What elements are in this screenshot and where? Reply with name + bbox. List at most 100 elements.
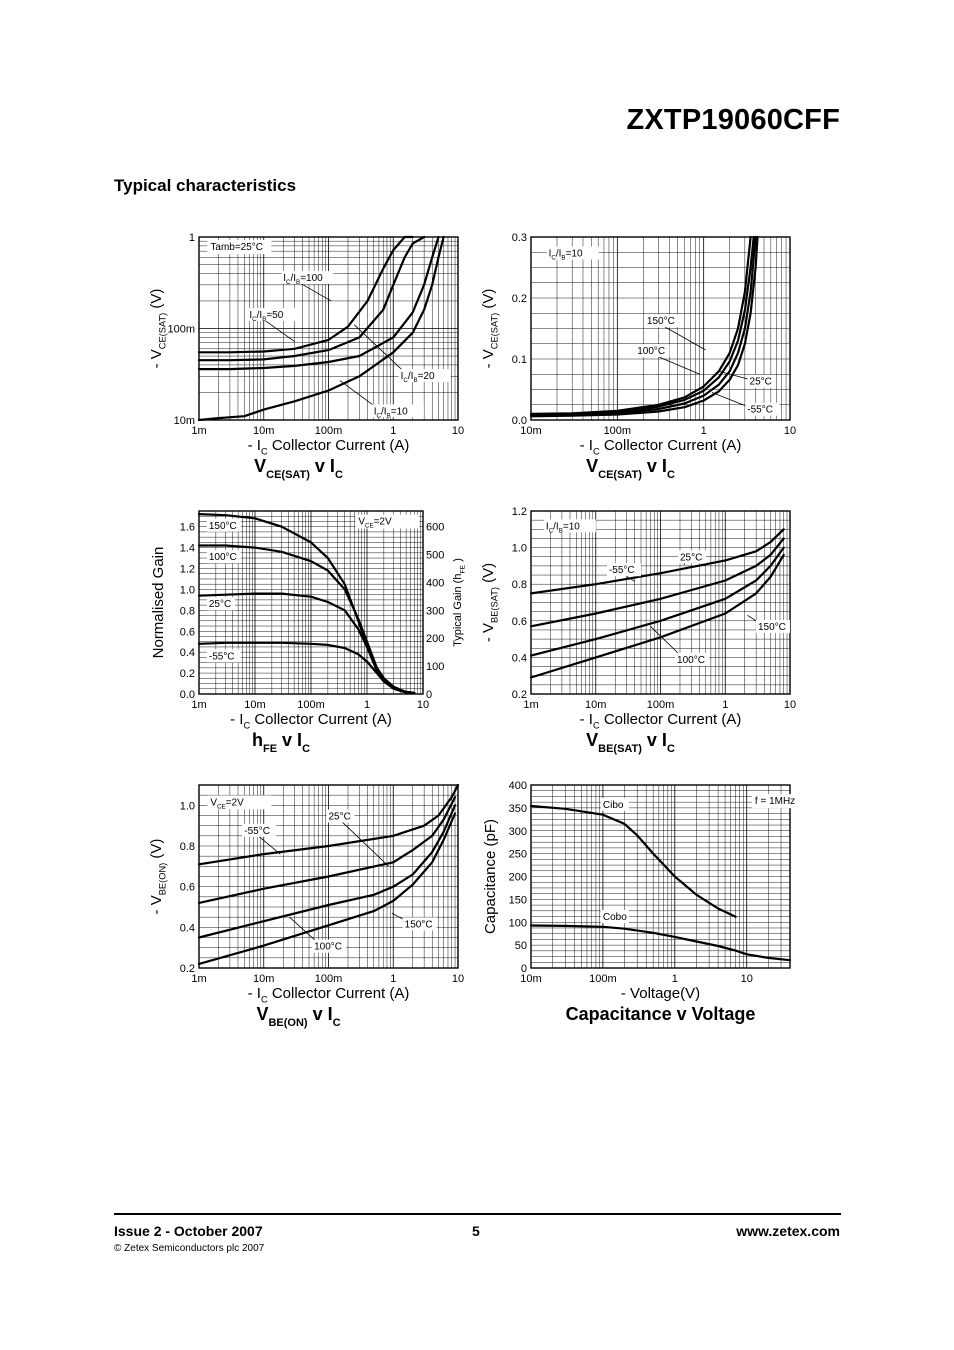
text-tail: =20: [418, 371, 435, 382]
title-middle: v I: [642, 456, 667, 476]
series-line: [197, 804, 457, 939]
x-axis-label: - IC Collector Current (A): [580, 711, 742, 731]
annotation-background: [355, 514, 420, 529]
y-tick-label: 0.2: [180, 963, 195, 975]
text-tail: =10: [391, 406, 408, 417]
x-tick-label: 10: [741, 973, 753, 985]
y-tick-label: 0.2: [180, 668, 195, 680]
x-tick-label: 100m: [647, 699, 675, 711]
y-tick-label: 1.0: [180, 800, 195, 812]
x-tick-label: 10m: [244, 699, 265, 711]
x-tick-label: 1m: [191, 425, 206, 437]
text-middle: /I: [556, 249, 562, 260]
series-line: [197, 796, 457, 905]
plot-frame: [198, 236, 459, 421]
x-tick-label: 1m: [191, 699, 206, 711]
text-tail: =2V: [226, 797, 244, 808]
title-main: V: [586, 456, 598, 476]
text-subscript: B: [262, 316, 266, 323]
title-subscript: C: [333, 1017, 341, 1029]
text-main: Typical Gain (h: [452, 574, 464, 647]
x-axis-label: - IC Collector Current (A): [248, 985, 410, 1005]
series-line: [529, 235, 757, 417]
text-main: V: [210, 797, 217, 808]
text-tail: =10: [566, 249, 583, 260]
y-tick-label: 1.2: [180, 564, 195, 576]
part-number: ZXTP19060CFF: [626, 104, 840, 136]
series-line: [529, 235, 752, 415]
chart-title: VBE(SAT) v IC: [586, 730, 675, 755]
y-axis-label: - VBE(SAT) (V): [480, 563, 500, 642]
text-subscript: CE: [365, 523, 374, 530]
text-subscript: C: [403, 377, 408, 384]
text-middle: /I: [290, 273, 296, 284]
text-subscript: CE(SAT): [490, 313, 500, 350]
footer-rule: [114, 1213, 841, 1215]
y-tick-label: 0.6: [512, 616, 527, 628]
y-axis-label: Normalised Gain: [150, 547, 167, 659]
text-main: I: [374, 406, 377, 417]
x-tick-label: 10m: [520, 973, 541, 985]
x-tick-label: 100m: [297, 699, 325, 711]
curve-label: 100°C: [209, 552, 237, 563]
title-middle: v I: [642, 730, 667, 750]
text-main: I: [283, 273, 286, 284]
chart-title: Capacitance v Voltage: [566, 1004, 756, 1024]
series-line: [197, 235, 445, 422]
series-line: [197, 783, 460, 866]
text-main: - V: [480, 623, 497, 642]
text-main: - I: [580, 437, 593, 454]
curve-label: -55°C: [244, 826, 270, 837]
annotation-background: [751, 794, 816, 809]
text-tail: =50: [266, 310, 283, 321]
y-tick-label: 350: [509, 803, 527, 815]
curve-label: 100°C: [314, 942, 342, 953]
title-subscript: C: [667, 469, 675, 481]
plot-frame: [198, 784, 459, 969]
title-middle: v I: [308, 1004, 333, 1024]
title-subscript: BE(SAT): [598, 743, 642, 755]
plot-frame: [530, 510, 791, 695]
y-axis-label: - VCE(SAT) (V): [480, 289, 500, 369]
title-main: V: [256, 1004, 268, 1024]
text-subscript: B: [387, 412, 391, 419]
text-subscript: C: [252, 316, 257, 323]
label-background: [206, 550, 241, 564]
x-tick-label: 10: [452, 425, 464, 437]
y-axis-label: - VBE(ON) (V): [148, 839, 168, 915]
y-tick-label: 0.4: [512, 652, 527, 664]
curve-label: 150°C: [405, 919, 433, 930]
label-background: [600, 797, 629, 811]
y-tick-label: 0.6: [180, 626, 195, 638]
x-tick-label: 10: [417, 699, 429, 711]
text-subscript: FE: [459, 564, 466, 573]
text-middle: Collector Current (A): [600, 437, 742, 454]
label-background: [606, 563, 641, 577]
y-tick-label: 1.2: [512, 506, 527, 518]
text-main: I: [546, 521, 549, 532]
x-tick-label: 1m: [523, 699, 538, 711]
x-tick-label: 10m: [253, 973, 274, 985]
series-line: [529, 528, 785, 595]
y-tick-label: 0.4: [180, 647, 195, 659]
x-tick-label: 1: [722, 699, 728, 711]
x-tick-label: 10m: [585, 699, 606, 711]
curve-label: IC/IB=50: [249, 310, 283, 323]
curve-label: IC/IB=10: [546, 521, 580, 534]
label-background: [543, 519, 596, 533]
y-tick-label: 0.2: [512, 689, 527, 701]
series-line: [529, 546, 785, 657]
y-tick-label: 0.3: [512, 232, 527, 244]
text-middle: Collector Current (A): [268, 985, 410, 1002]
curve-label: IC/IB=10: [374, 406, 408, 419]
series-line: [197, 544, 416, 695]
text-subscript: CE(SAT): [158, 313, 168, 350]
text-subscript: C: [377, 412, 382, 419]
label-background: [247, 308, 300, 322]
y2-tick-label: 300: [426, 605, 444, 617]
label-background: [675, 652, 710, 666]
curve-label: 25°C: [750, 377, 772, 388]
